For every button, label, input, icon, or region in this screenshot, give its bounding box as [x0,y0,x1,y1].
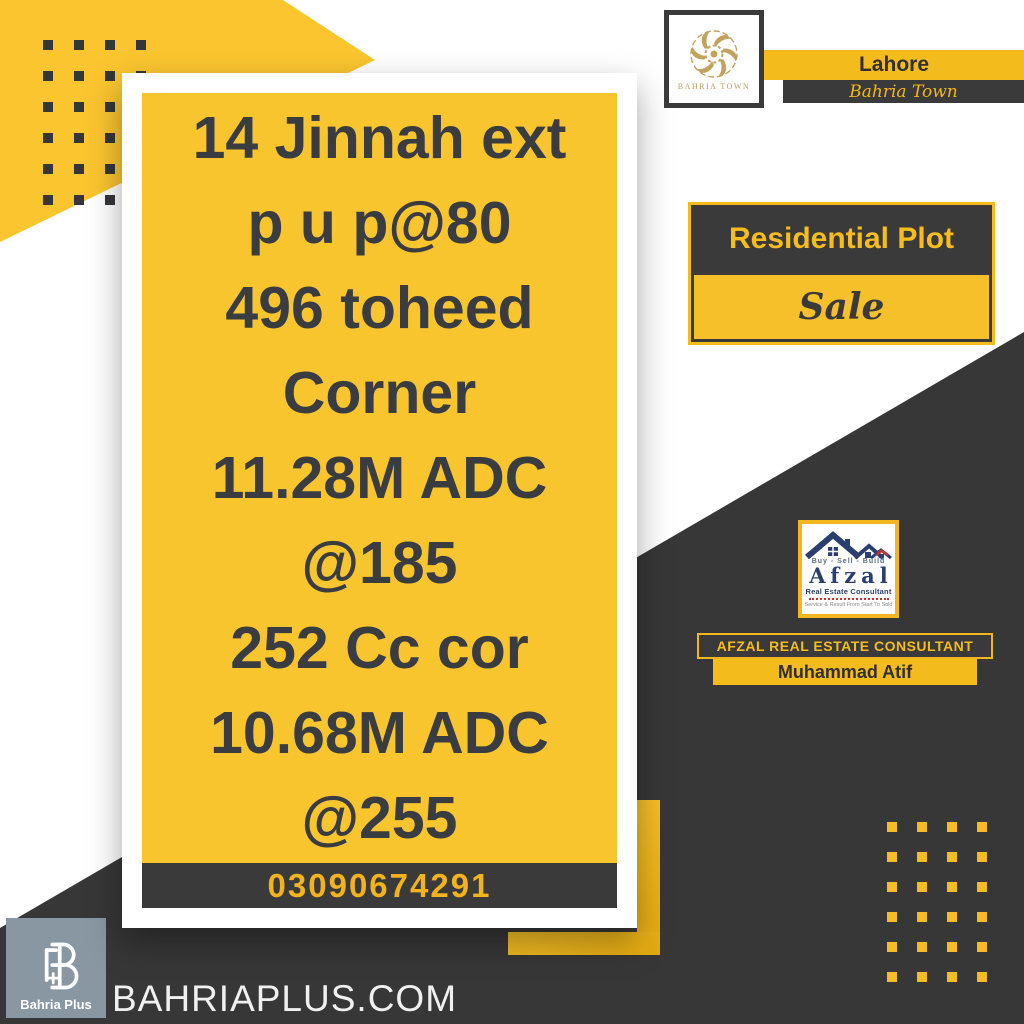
dot [887,972,897,982]
offer-category-label: Residential Plot [728,221,955,255]
listing-line: p u p@80 [247,189,512,256]
listing-card: 14 Jinnah ext p u p@80 496 toheed Corner… [122,73,637,928]
agent-name-bar: Muhammad Atif [713,659,977,685]
listing-line: 496 toheed [225,274,534,341]
listing-line: Corner [282,359,477,426]
bahria-plus-caption: Bahria Plus [20,997,92,1012]
listing-line: 11.28M ADC [211,444,548,511]
listing-details: 14 Jinnah ext p u p@80 496 toheed Corner… [142,93,617,863]
dot [43,71,53,81]
dot [74,71,84,81]
offer-status-label: Sale [798,286,885,328]
yellow-l-accent-horizontal [508,932,660,955]
dot [105,164,115,174]
dot [43,164,53,174]
bahria-plus-logo: Bahria Plus [6,918,106,1018]
dot [947,852,957,862]
dot [105,195,115,205]
dot [887,882,897,892]
dot [917,912,927,922]
houses-icon [804,531,892,560]
dotted-divider [808,598,889,600]
website-text: BAHRIAPLUS.COM [112,978,458,1019]
dot [977,822,987,832]
dot [74,102,84,112]
dot [74,195,84,205]
dot [43,195,53,205]
dot [947,822,957,832]
dot [917,822,927,832]
dot [887,912,897,922]
bahria-plus-monogram-icon [44,942,79,990]
listing-line: @185 [301,529,458,596]
dot [43,102,53,112]
dot [887,942,897,952]
listing-line: 10.68M ADC [210,699,549,766]
offer-category-section: Residential Plot [691,205,992,272]
city-label: Lahore [858,53,929,76]
dot [105,71,115,81]
dot [977,972,987,982]
dot [105,133,115,143]
dot [74,164,84,174]
dot [74,40,84,50]
consultant-slogan: Service & Result From Start To Sold [804,602,893,608]
dot [977,912,987,922]
consultant-banner-label: AFZAL REAL ESTATE CONSULTANT [716,638,974,654]
consultant-logo-box: Buy - Sell - Build Afzal Real Estate Con… [798,520,899,618]
dot [887,852,897,862]
bahria-town-logo-box: BAHRIA TOWN [664,10,764,108]
yellow-l-accent-vertical [637,800,660,955]
consultant-logo-name: Afzal [809,563,893,588]
yellow-dot-grid [887,822,987,982]
dot [947,882,957,892]
dot [917,972,927,982]
dot [105,102,115,112]
dot [917,942,927,952]
phone-number: 03090674291 [267,866,492,904]
community-bar: Bahria Town [783,80,1024,103]
dot [977,882,987,892]
consultant-logo-title: Real Estate Consultant [805,587,892,596]
dot [43,133,53,143]
city-bar: Lahore [764,50,1024,80]
bahria-town-logo-caption: BAHRIA TOWN [677,81,751,91]
dot [977,852,987,862]
dot [917,852,927,862]
consultant-tagline: Buy - Sell - Build [811,558,886,565]
agent-name-label: Muhammad Atif [777,661,913,682]
dot [74,133,84,143]
dot [947,942,957,952]
dot [136,40,146,50]
dot [947,972,957,982]
listing-line: 14 Jinnah ext [192,104,567,171]
listing-line: 252 Cc cor [230,614,529,681]
consultant-banner: AFZAL REAL ESTATE CONSULTANT [697,633,993,659]
dot [917,882,927,892]
community-label: Bahria Town [849,81,958,102]
listing-line: @255 [301,784,458,851]
dot [977,942,987,952]
bahria-town-medallion-icon [690,29,738,78]
phone-number-bar: 03090674291 [142,863,617,908]
offer-badge: Residential Plot Sale [688,202,995,345]
dot [947,912,957,922]
offer-status-section: Sale [691,272,992,342]
dot [887,822,897,832]
dot [43,40,53,50]
dot [105,40,115,50]
